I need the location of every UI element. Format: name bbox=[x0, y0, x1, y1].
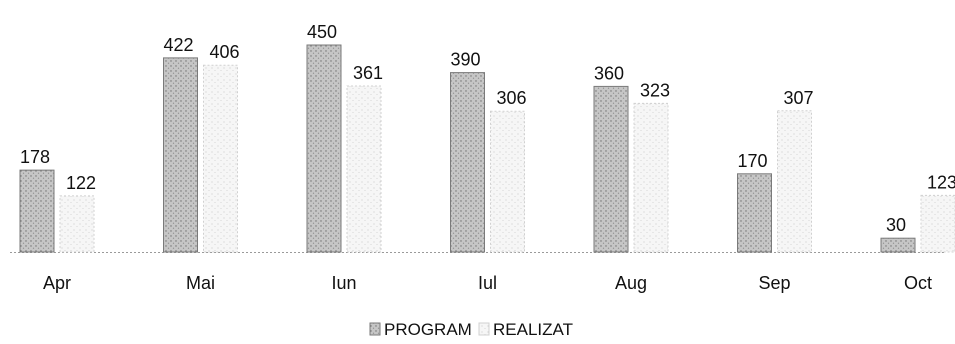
data-label-realizat-iul: 306 bbox=[496, 88, 526, 108]
legend: PROGRAM REALIZAT bbox=[369, 320, 573, 339]
bar-realizat-mai bbox=[203, 64, 238, 253]
bar-realizat-iun bbox=[346, 85, 382, 253]
data-label-program-sep: 170 bbox=[737, 151, 767, 171]
data-label-realizat-aug: 323 bbox=[640, 80, 670, 100]
x-tick-label-iun: Iun bbox=[331, 273, 356, 293]
data-label-program-oct: 30 bbox=[886, 215, 906, 235]
data-label-realizat-oct: 123 bbox=[927, 172, 955, 192]
data-label-program-mai: 422 bbox=[163, 35, 193, 55]
plot-area: 178 122 Apr 422 406 Mai 450 361 Iun 390 306 Iul 360 3… bbox=[10, 22, 955, 293]
bar-program-oct bbox=[880, 237, 916, 253]
legend-swatch-program bbox=[369, 322, 381, 336]
data-label-realizat-sep: 307 bbox=[783, 88, 813, 108]
x-tick-label-mai: Mai bbox=[186, 273, 215, 293]
x-tick-label-oct: Oct bbox=[904, 273, 932, 293]
data-label-program-iun: 450 bbox=[307, 22, 337, 42]
bar-program-apr bbox=[19, 169, 55, 253]
data-label-program-apr: 178 bbox=[20, 147, 50, 167]
bar-realizat-oct bbox=[920, 194, 955, 253]
legend-label-realizat: REALIZAT bbox=[493, 320, 573, 339]
bar-program-mai bbox=[163, 57, 198, 253]
bar-program-aug bbox=[593, 85, 629, 253]
bar-realizat-sep bbox=[777, 110, 812, 253]
data-label-realizat-apr: 122 bbox=[66, 173, 96, 193]
x-tick-label-sep: Sep bbox=[758, 273, 790, 293]
bar-program-iun bbox=[306, 44, 342, 253]
legend-swatch-realizat bbox=[478, 322, 490, 336]
bar-program-iul bbox=[450, 72, 485, 253]
x-tick-label-aug: Aug bbox=[615, 273, 647, 293]
bar-realizat-aug bbox=[633, 102, 669, 253]
data-label-program-aug: 360 bbox=[594, 63, 624, 83]
data-label-realizat-mai: 406 bbox=[209, 42, 239, 62]
bar-realizat-apr bbox=[59, 195, 95, 253]
legend-label-program: PROGRAM bbox=[384, 320, 472, 339]
data-label-program-iul: 390 bbox=[450, 50, 480, 70]
data-label-realizat-iun: 361 bbox=[353, 63, 383, 83]
x-tick-label-apr: Apr bbox=[43, 273, 71, 293]
bar-program-sep bbox=[737, 173, 772, 253]
bar-realizat-iul bbox=[490, 110, 525, 253]
x-tick-label-iul: Iul bbox=[478, 273, 497, 293]
